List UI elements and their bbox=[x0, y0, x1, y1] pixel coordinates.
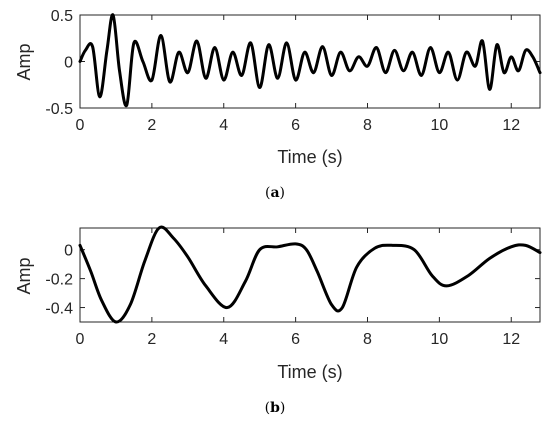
x-tick-label-a: 2 bbox=[147, 117, 156, 134]
x-tick-label-a: 8 bbox=[363, 117, 372, 134]
caption-letter-a: a bbox=[270, 185, 279, 201]
y-tick-label-b: -0.4 bbox=[45, 301, 73, 318]
x-tick-label-a: 4 bbox=[219, 117, 228, 134]
y-axis-label-a: Amp bbox=[14, 43, 34, 80]
x-axis-label-b: Time (s) bbox=[277, 362, 342, 382]
x-ticks-a: 0 2 4 6 8 10 12 bbox=[76, 15, 520, 134]
caption-letter-b: b bbox=[270, 400, 280, 416]
x-tick-label-a: 0 bbox=[76, 117, 85, 134]
x-axis-label-a: Time (s) bbox=[277, 147, 342, 167]
y-tick-label-a: 0 bbox=[64, 55, 73, 72]
x-tick-label-b: 0 bbox=[76, 331, 85, 348]
x-ticks-b: 0 2 4 6 8 10 12 bbox=[76, 228, 520, 348]
y-ticks-a: 0.5 0 -0.5 bbox=[45, 8, 540, 118]
y-ticks-b: 0 -0.2 -0.4 bbox=[45, 243, 540, 318]
plot-area-b bbox=[79, 227, 541, 323]
x-tick-label-b: 12 bbox=[502, 331, 520, 348]
y-tick-label-a: 0.5 bbox=[51, 8, 73, 25]
series-line-b bbox=[78, 225, 542, 324]
series-line-a bbox=[78, 13, 542, 108]
x-tick-label-a: 6 bbox=[291, 117, 300, 134]
y-axis-label-b: Amp bbox=[14, 257, 34, 294]
caption-b: (b) bbox=[265, 400, 286, 416]
x-tick-label-b: 6 bbox=[291, 331, 300, 348]
x-tick-label-a: 10 bbox=[430, 117, 448, 134]
y-tick-label-a: -0.5 bbox=[45, 101, 73, 118]
x-tick-label-b: 10 bbox=[430, 331, 448, 348]
caption-a: (a) bbox=[265, 185, 285, 201]
y-tick-label-b: 0 bbox=[64, 243, 73, 260]
x-tick-label-b: 2 bbox=[147, 331, 156, 348]
x-tick-label-b: 8 bbox=[363, 331, 372, 348]
y-tick-label-b: -0.2 bbox=[45, 272, 73, 289]
x-tick-label-a: 12 bbox=[502, 117, 520, 134]
x-tick-label-b: 4 bbox=[219, 331, 228, 348]
panel-a: Amp Time (s) 0 2 4 6 8 10 12 0.50-0.5 (a) bbox=[14, 8, 542, 201]
panel-b: Amp Time (s) 0 2 4 6 8 10 12 0 -0.2 -0.4 (b) bbox=[14, 225, 542, 416]
